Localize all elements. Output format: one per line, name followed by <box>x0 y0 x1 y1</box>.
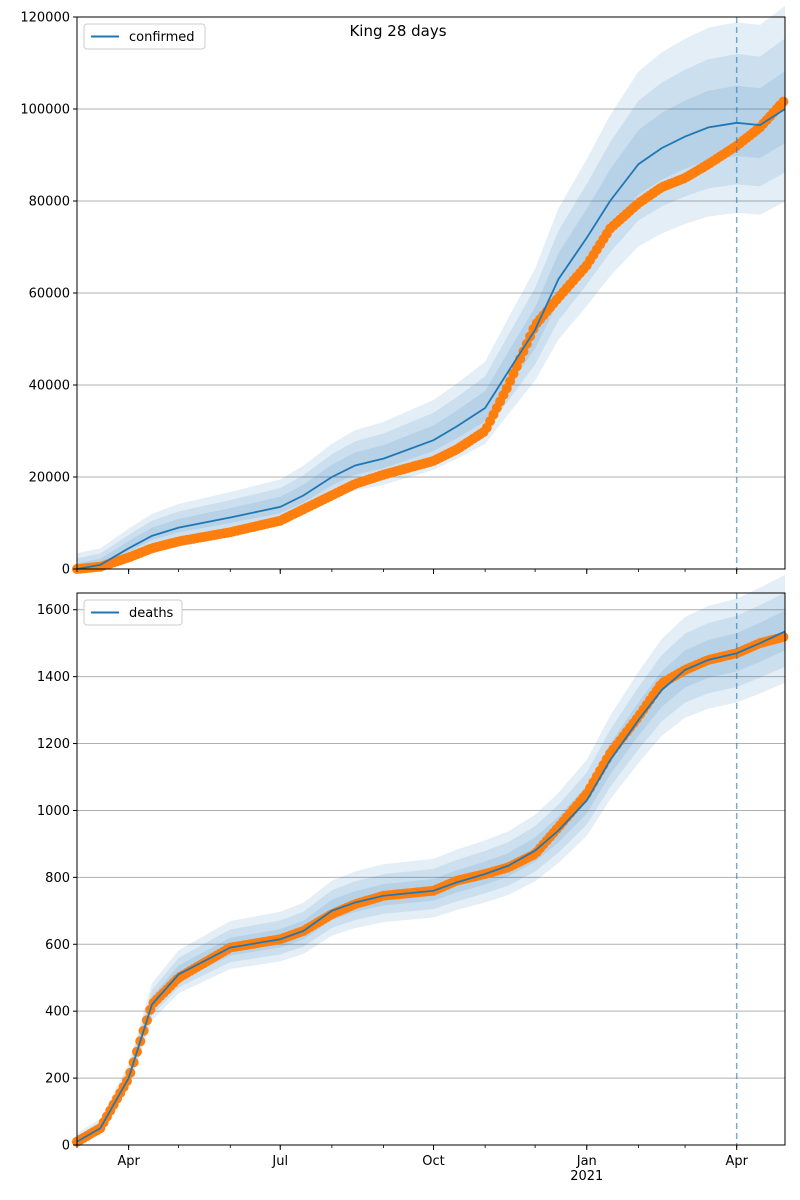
axes-frame <box>76 592 786 1146</box>
y-tick-label: 0 <box>62 1139 70 1154</box>
y-tick-label: 100000 <box>20 103 70 118</box>
legend-label: confirmed <box>129 30 195 45</box>
uncertainty-band-1 <box>77 574 785 1145</box>
y-tick-label: 1600 <box>37 603 70 618</box>
y-tick-label: 600 <box>45 938 70 953</box>
chart-title: King 28 days <box>349 22 446 40</box>
y-tick-label: 80000 <box>29 195 70 210</box>
observed-point <box>518 346 529 357</box>
uncertainty-band-2 <box>77 592 785 1144</box>
observed-point <box>505 376 516 387</box>
x-tick-label: Jan <box>576 1154 597 1169</box>
x-tick-label: Oct <box>422 1154 444 1169</box>
observed-point <box>778 96 789 107</box>
uncertainty-band-3 <box>77 610 785 1143</box>
uncertainty-band-2 <box>77 38 785 570</box>
model-line <box>76 108 786 570</box>
panel-1: 0 20000 40000 60000 80000 100000 120000 confirm… <box>20 5 789 578</box>
legend-box <box>83 599 183 626</box>
observed-point <box>508 368 519 379</box>
legend-box <box>83 23 206 50</box>
y-tick-label: 400 <box>45 1005 70 1020</box>
observed-point <box>778 631 789 642</box>
observed-point <box>511 361 522 372</box>
y-tick-label: 40000 <box>29 379 70 394</box>
y-tick-label: 120000 <box>20 11 70 26</box>
model-line <box>76 630 786 1143</box>
uncertainty-band-1 <box>77 5 785 570</box>
x-tick-label: Apr <box>725 1154 748 1169</box>
y-tick-label: 800 <box>45 871 70 886</box>
observed-series <box>72 631 789 1147</box>
y-tick-label: 60000 <box>29 287 70 302</box>
y-tick-label: 1400 <box>37 670 70 685</box>
legend-label: deaths <box>129 606 174 621</box>
uncertainty-band-3 <box>77 71 785 569</box>
x-tick-label: Jul <box>271 1154 288 1169</box>
x-tick-label: 2021 <box>570 1169 603 1184</box>
x-tick-label: Apr <box>117 1154 140 1169</box>
y-tick-label: 0 <box>62 563 70 578</box>
y-tick-label: 1000 <box>37 804 70 819</box>
legend: deaths <box>83 599 183 626</box>
panel-2: 0 200 400 600 800 1000 1200 1400 1600 Apr Jul Oct Ja… <box>37 574 789 1184</box>
y-tick-label: 200 <box>45 1072 70 1087</box>
y-tick-label: 20000 <box>29 471 70 486</box>
y-tick-label: 1200 <box>37 737 70 752</box>
legend: confirmed <box>83 23 206 50</box>
